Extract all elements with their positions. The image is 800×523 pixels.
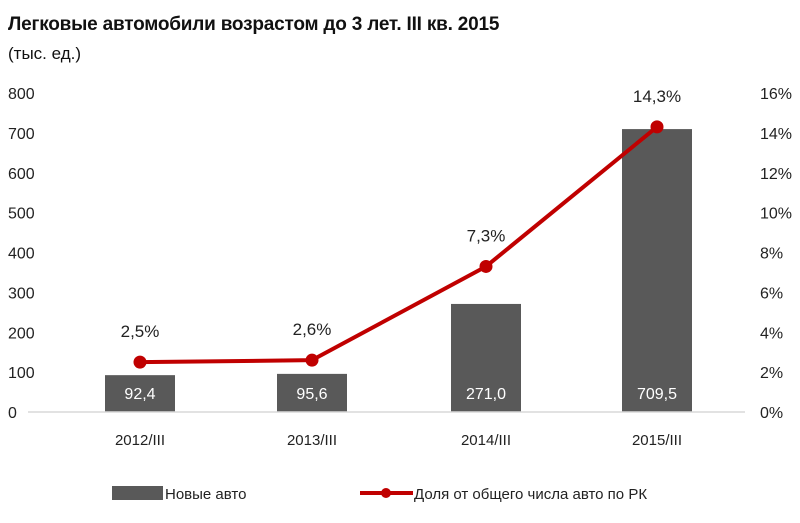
right-axis-tick: 12% <box>760 166 792 183</box>
line-data-label: 2,5% <box>121 322 160 341</box>
x-axis-tick: 2013/III <box>287 432 337 449</box>
left-axis-tick: 700 <box>8 126 35 143</box>
x-axis-tick: 2015/III <box>632 432 682 449</box>
right-axis-tick: 14% <box>760 126 792 143</box>
bar-data-label: 92,4 <box>124 386 155 403</box>
left-axis-tick: 600 <box>8 166 35 183</box>
left-axis-tick: 800 <box>8 86 35 103</box>
line-point <box>305 353 319 367</box>
bar-data-label: 95,6 <box>296 386 327 403</box>
left-axis-tick: 400 <box>8 246 35 263</box>
left-axis-tick: 200 <box>8 325 35 342</box>
bar <box>277 373 347 412</box>
left-axis-tick: 300 <box>8 285 35 302</box>
chart-title: Легковые автомобили возрастом до 3 лет. … <box>8 14 500 35</box>
line-series <box>139 125 659 365</box>
right-axis-tick: 2% <box>760 365 783 382</box>
bar <box>451 303 521 412</box>
legend-bar-swatch <box>112 486 163 500</box>
x-axis-tick: 2014/III <box>461 432 511 449</box>
line-point <box>133 355 147 369</box>
legend-line-label: Доля от общего числа авто по РК <box>414 486 647 503</box>
x-axis-tick: 2012/III <box>115 432 165 449</box>
right-axis-tick: 0% <box>760 405 783 422</box>
legend-bar-label: Новые авто <box>165 486 246 503</box>
right-axis-tick: 10% <box>760 206 792 223</box>
line-point <box>650 120 664 134</box>
line-data-label: 14,3% <box>633 87 681 106</box>
bar <box>105 375 175 412</box>
right-axis-tick: 6% <box>760 285 783 302</box>
right-axis-tick: 16% <box>760 86 792 103</box>
bar-data-label: 271,0 <box>466 386 506 403</box>
chart-subtitle: (тыс. ед.) <box>8 44 81 63</box>
bar <box>622 129 692 413</box>
left-axis-tick: 500 <box>8 206 35 223</box>
line-data-label: 2,6% <box>293 320 332 339</box>
line-data-label: 7,3% <box>467 226 506 245</box>
line-point <box>479 259 493 273</box>
left-axis-tick: 100 <box>8 365 35 382</box>
legend-line-marker <box>381 488 391 498</box>
right-axis-tick: 4% <box>760 325 783 342</box>
bar-data-label: 709,5 <box>637 386 677 403</box>
left-axis-tick: 0 <box>8 405 17 422</box>
right-axis-tick: 8% <box>760 246 783 263</box>
